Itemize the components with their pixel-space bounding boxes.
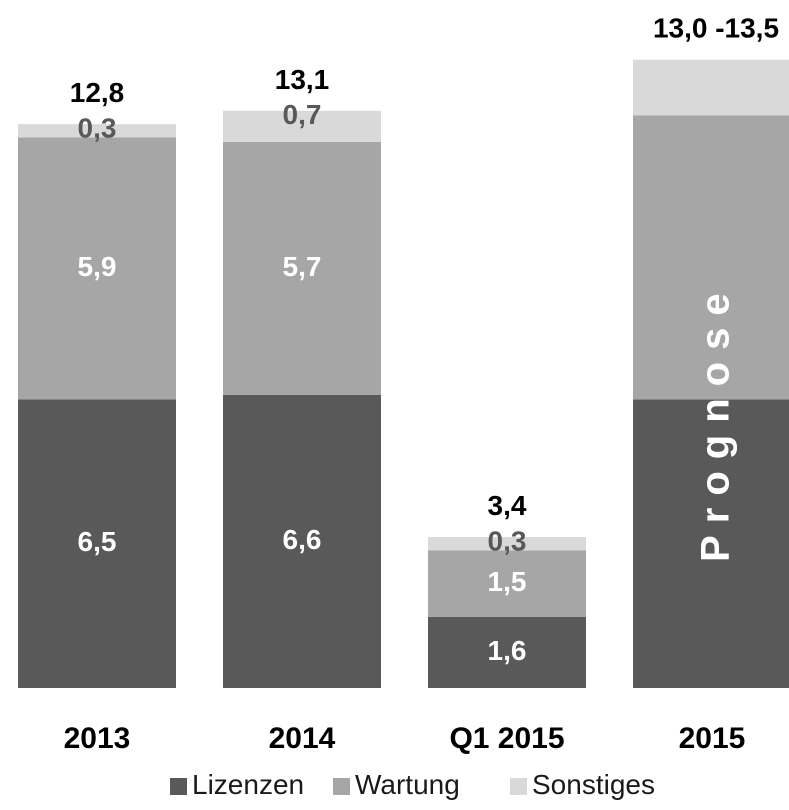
category-label-2013: 2013 xyxy=(64,722,131,755)
legend-label-sonstiges: Sonstiges xyxy=(532,769,655,800)
bar-wartung-2015 xyxy=(633,115,789,400)
bar-lizenzen-2015 xyxy=(633,399,789,688)
data-label-wartung-q1-2015: 1,5 xyxy=(488,566,527,597)
data-label-lizenzen-2013: 6,5 xyxy=(78,526,117,557)
total-label-2013: 12,8 xyxy=(70,77,125,108)
bar-lizenzen-q1-2015 xyxy=(428,616,586,688)
total-label-2014: 13,1 xyxy=(275,64,330,95)
category-label-2014: 2014 xyxy=(269,722,336,755)
bar-sonstiges-2014 xyxy=(223,110,381,142)
category-label-2015: 2015 xyxy=(679,722,746,755)
bar-wartung-2014 xyxy=(223,141,381,395)
total-label-q1-2015: 3,4 xyxy=(488,490,527,521)
category-label-q1-2015: Q1 2015 xyxy=(449,722,564,755)
data-label-lizenzen-q1-2015: 1,6 xyxy=(488,635,527,666)
bar-lizenzen-2013 xyxy=(18,399,176,688)
total-label-2015: 13,0 -13,5 xyxy=(653,13,779,44)
data-label-sonstiges-2014: 0,7 xyxy=(283,99,322,130)
bar-sonstiges-2013 xyxy=(18,124,176,138)
legend-swatch-sonstiges xyxy=(510,778,527,795)
bar-sonstiges-q1-2015 xyxy=(428,537,586,551)
bar-sonstiges-2015 xyxy=(633,59,789,116)
data-label-wartung-2013: 5,9 xyxy=(78,251,117,282)
legend-swatch-lizenzen xyxy=(170,778,187,795)
forecast-overlay-label: Prognose xyxy=(694,281,738,561)
legend-label-wartung: Wartung xyxy=(355,769,460,800)
data-label-wartung-2014: 5,7 xyxy=(283,251,322,282)
data-label-lizenzen-2014: 6,6 xyxy=(283,524,322,555)
legend-label-lizenzen: Lizenzen xyxy=(192,769,304,800)
data-label-sonstiges-2013: 0,3 xyxy=(78,113,117,144)
bar-wartung-2013 xyxy=(18,137,176,400)
bar-lizenzen-2014 xyxy=(223,394,381,688)
data-label-sonstiges-q1-2015: 0,3 xyxy=(488,525,527,556)
bar-wartung-q1-2015 xyxy=(428,550,586,617)
legend-swatch-wartung xyxy=(333,778,350,795)
